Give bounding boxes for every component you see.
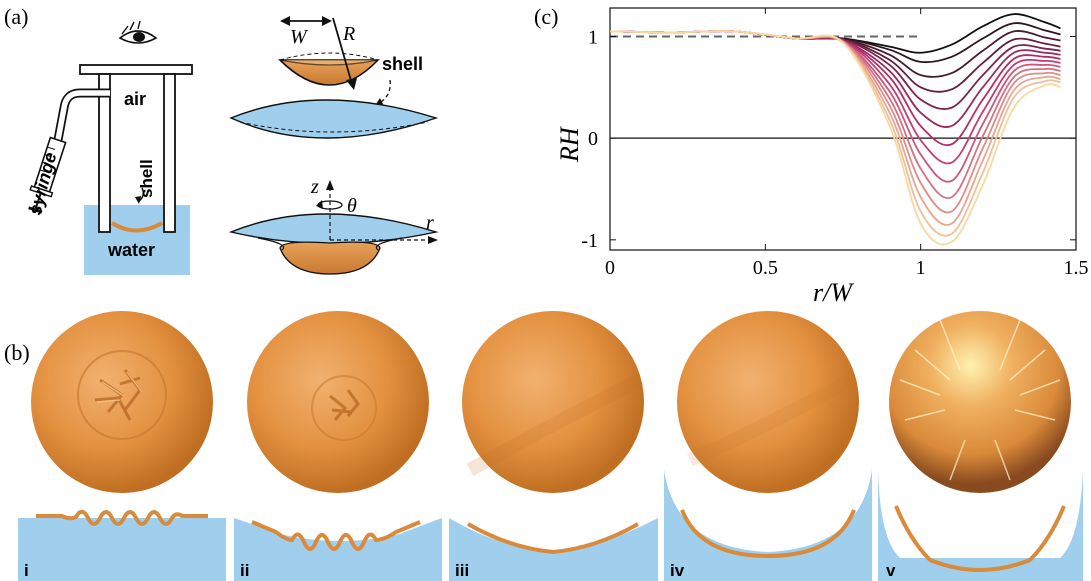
x-tick-label: 1 [916, 257, 926, 279]
z-label: z [310, 176, 319, 198]
stage-i: i [18, 311, 226, 581]
r-arrow [332, 17, 353, 85]
plot-frame [609, 7, 1077, 251]
y-tick-label: 0 [588, 128, 598, 150]
profile-i [36, 509, 208, 526]
profile-iv [680, 509, 856, 559]
water-profile-i [18, 518, 226, 581]
y-tick-label: 1 [588, 26, 598, 48]
theta-label: θ [347, 195, 357, 217]
water-profile-ii [234, 518, 442, 581]
shell-photo-v [889, 311, 1071, 493]
shell-photo-iii [462, 311, 644, 493]
stage-iv: iv [664, 311, 872, 581]
panel-b-label: (b) [4, 340, 30, 365]
water-profile-iii [449, 518, 658, 581]
tube-cap [79, 64, 193, 75]
w-label: W [290, 26, 309, 48]
tube-left-wall [98, 73, 111, 233]
tube-right-wall [163, 73, 176, 233]
shell-label: shell [382, 54, 423, 74]
stage-label-ii: ii [240, 561, 249, 580]
stage-label-iii: iii [455, 561, 469, 580]
eye-icon [118, 20, 158, 44]
series-line-8 [609, 30, 1061, 165]
panel-c-label: (c) [534, 4, 558, 29]
water-lens-shell [228, 213, 439, 245]
series-line-10 [609, 30, 1061, 200]
x-tick-label: 0.5 [753, 257, 778, 279]
stage-label-i: i [24, 561, 29, 580]
profile-iii [467, 522, 639, 555]
series-line-12 [609, 30, 1061, 226]
shell-vertical-label: shell [137, 159, 156, 198]
r-label: R [342, 23, 355, 45]
water-profile-iv [664, 470, 872, 581]
x-tick-label: 1.5 [1064, 257, 1089, 279]
series-line-6 [609, 30, 1061, 128]
x-tick-label: 0 [605, 257, 615, 279]
y-axis-label: RH [555, 126, 584, 163]
syringe-icon [28, 136, 67, 214]
series-line-11 [609, 30, 1061, 214]
stage-ii: ii [234, 311, 442, 581]
dashed-arrow [377, 79, 391, 105]
water-profile-v [878, 470, 1083, 581]
series-line-14 [609, 30, 1061, 246]
x-axis-label: r/W [813, 278, 854, 307]
series-line-4 [609, 30, 1061, 93]
profile-ii [251, 520, 421, 551]
panel-b: (b) i ii iii [4, 311, 1083, 581]
syringe-label: syringe [25, 150, 61, 217]
stage-label-v: v [886, 561, 896, 580]
stage-v: v [878, 311, 1083, 581]
water-label: water [107, 240, 155, 260]
shell-bump [279, 241, 381, 275]
series-line-13 [609, 30, 1061, 237]
air-label: air [124, 89, 146, 109]
panel-a-label: (a) [4, 4, 28, 29]
shell-photo-iv [677, 311, 859, 493]
profile-v [894, 505, 1066, 572]
panel-a: (a) water shell air [4, 4, 439, 275]
water-lens-flat [229, 99, 439, 139]
shell-photo-i [31, 311, 213, 493]
shell-in-tube [110, 221, 163, 233]
panel-c: (c) 0 0.5 1 1.5 -1 0 1 r/W RH [534, 4, 1089, 307]
y-tick-label: -1 [581, 230, 598, 252]
stage-label-iv: iv [670, 561, 685, 580]
stage-iii: iii [449, 311, 658, 581]
series-line-7 [609, 30, 1061, 147]
r-axis-label: r [426, 212, 434, 234]
